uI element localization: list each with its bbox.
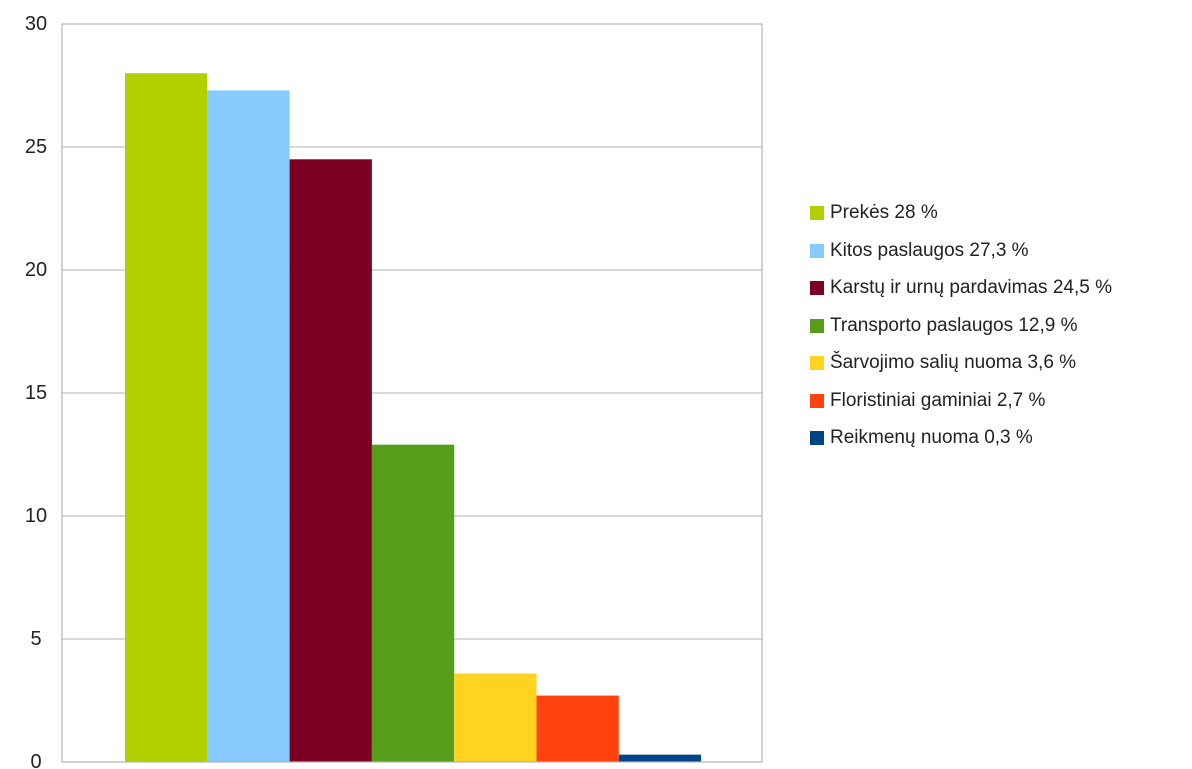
legend-label: Kitos paslaugos 27,3 %	[830, 239, 1029, 261]
y-tick-label: 25	[25, 136, 47, 158]
legend-swatch	[810, 318, 824, 333]
y-tick-label: 5	[30, 628, 41, 650]
legend-item: Karstų ir urnų pardavimas 24,5 %	[810, 273, 1190, 303]
legend: Prekės 28 % Kitos paslaugos 27,3 % Karstų …	[810, 198, 1190, 461]
y-axis-tick-labels: 0 5 10 15 20 25 30	[25, 13, 47, 769]
legend-item: Floristiniai gaminiai 2,7 %	[810, 386, 1190, 416]
legend-swatch	[810, 431, 824, 445]
y-tick-label: 15	[25, 382, 47, 404]
legend-item: Reikmenų nuoma 0,3 %	[810, 423, 1190, 453]
y-tick-label: 10	[25, 505, 47, 527]
legend-swatch	[810, 206, 824, 220]
legend-swatch	[810, 393, 824, 408]
legend-label: Šarvojimo salių nuoma 3,6 %	[830, 352, 1077, 373]
bar-6	[536, 695, 619, 762]
bar-1	[125, 73, 208, 762]
legend-label: Transporto paslaugos 12,9 %	[830, 314, 1078, 336]
legend-label: Prekės 28 %	[830, 202, 938, 223]
bar-4	[371, 444, 455, 762]
y-tick-label: 20	[25, 259, 47, 281]
bar-7	[618, 754, 702, 762]
bar-2	[207, 90, 290, 763]
legend-label: Floristiniai gaminiai 2,7 %	[830, 389, 1046, 411]
legend-item: Šarvojimo salių nuoma 3,6 %	[810, 348, 1190, 378]
legend-item: Kitos paslaugos 27,3 %	[810, 236, 1190, 266]
bar-3	[289, 159, 372, 763]
y-tick-label: 0	[30, 751, 41, 769]
legend-swatch	[810, 281, 824, 295]
legend-swatch	[810, 356, 824, 370]
legend-label: Karstų ir urnų pardavimas 24,5 %	[830, 277, 1112, 298]
legend-item: Prekės 28 %	[810, 198, 1190, 228]
legend-swatch	[810, 243, 824, 258]
y-tick-label: 30	[25, 13, 47, 35]
legend-label: Reikmenų nuoma 0,3 %	[830, 427, 1033, 448]
bars	[125, 73, 702, 763]
legend-item: Transporto paslaugos 12,9 %	[810, 311, 1190, 341]
bar-5	[454, 673, 537, 762]
plot-area-border	[61, 23, 763, 763]
